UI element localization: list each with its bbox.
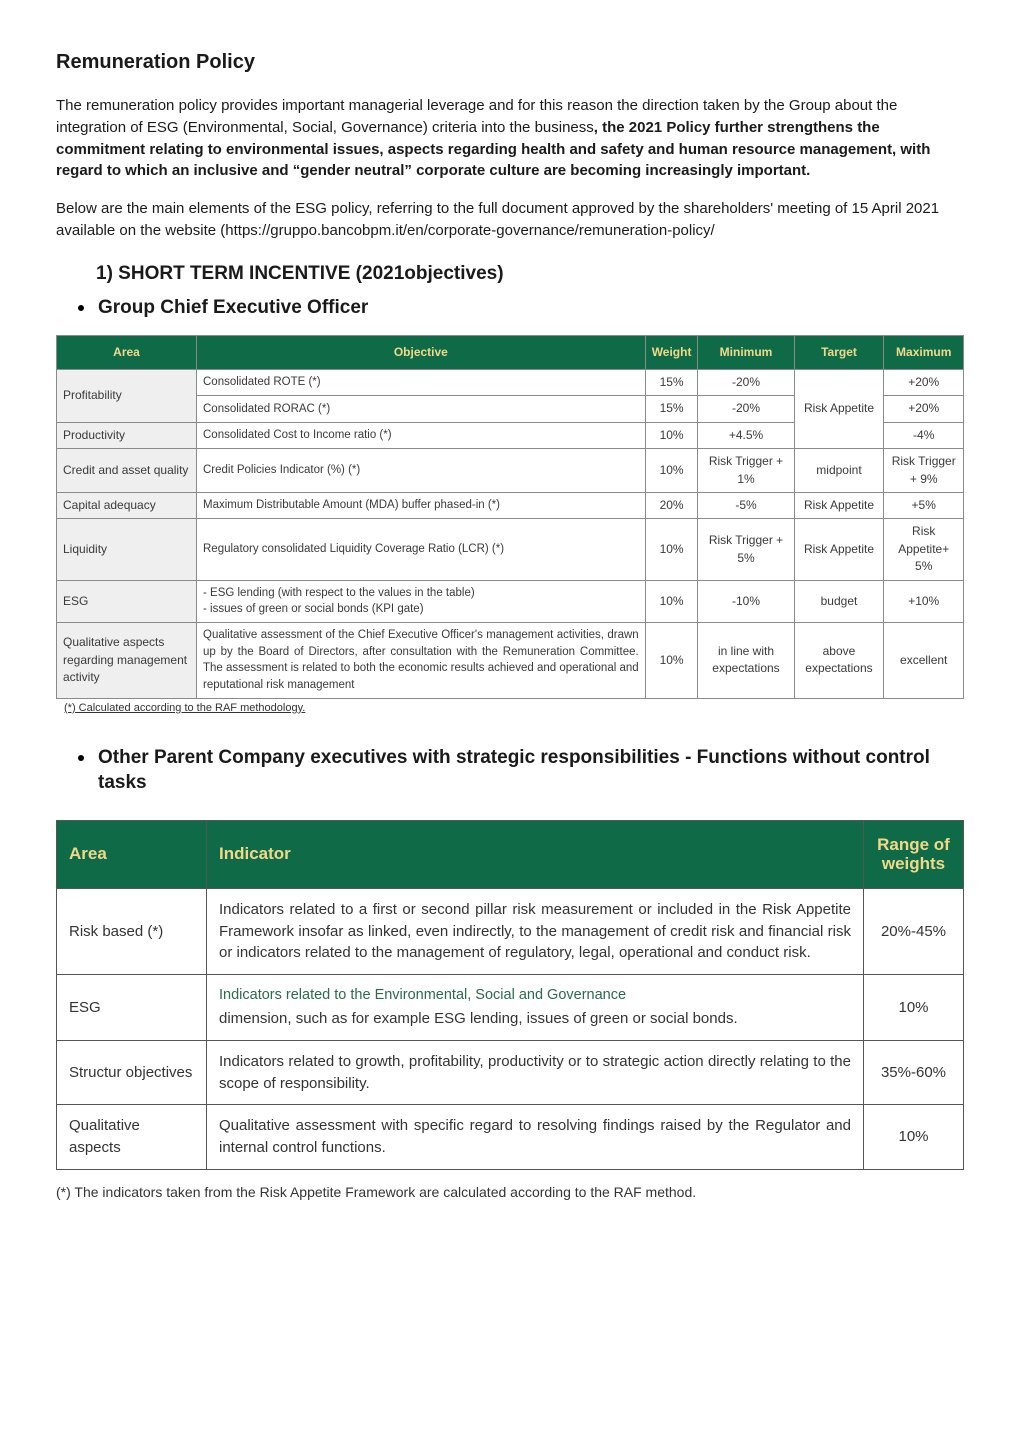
cell-area: Capital adequacy xyxy=(57,493,197,519)
cell-min: -5% xyxy=(698,493,794,519)
section-2-heading: Other Parent Company executives with str… xyxy=(98,745,964,796)
cell-objective: Consolidated ROTE (*) xyxy=(197,370,646,396)
cell-max: +20% xyxy=(884,396,964,422)
cell-max: +10% xyxy=(884,580,964,622)
cell-area: ESG xyxy=(57,975,207,1041)
cell-area: Productivity xyxy=(57,422,197,448)
executives-indicators-table: Area Indicator Range of weights Risk bas… xyxy=(56,820,964,1170)
section-1-sub: Group Chief Executive Officer xyxy=(98,295,368,321)
cell-area: Profitability xyxy=(57,370,197,423)
cell-objective: Maximum Distributable Amount (MDA) buffe… xyxy=(197,493,646,519)
table-row: ESG - ESG lending (with respect to the v… xyxy=(57,580,964,622)
esg-indicator-rest: dimension, such as for example ESG lendi… xyxy=(219,1010,738,1027)
cell-target: budget xyxy=(794,580,884,622)
cell-area: Qualitative aspects regarding management… xyxy=(57,622,197,698)
table1-footnote: (*) Calculated according to the RAF meth… xyxy=(64,701,964,717)
table-row: Risk based (*) Indicators related to a f… xyxy=(57,888,964,974)
cell-area: Credit and asset quality xyxy=(57,449,197,493)
cell-max: excellent xyxy=(884,622,964,698)
cell-weight: 10% xyxy=(645,422,698,448)
table-row: Qualitative aspects regarding management… xyxy=(57,622,964,698)
col-area: Area xyxy=(57,335,197,369)
cell-objective: Consolidated RORAC (*) xyxy=(197,396,646,422)
col-objective: Objective xyxy=(197,335,646,369)
col-range: Range of weights xyxy=(864,820,964,888)
table2-footnote: (*) The indicators taken from the Risk A… xyxy=(56,1182,964,1202)
col-minimum: Minimum xyxy=(698,335,794,369)
cell-min: -10% xyxy=(698,580,794,622)
cell-min: -20% xyxy=(698,370,794,396)
cell-target: midpoint xyxy=(794,449,884,493)
cell-max: +20% xyxy=(884,370,964,396)
cell-range: 10% xyxy=(864,1105,964,1170)
cell-max: Risk Appetite+ 5% xyxy=(884,519,964,580)
cell-area: Qualitative aspects xyxy=(57,1105,207,1170)
cell-min: +4.5% xyxy=(698,422,794,448)
bullet-icon xyxy=(78,755,84,761)
cell-min: in line with expectations xyxy=(698,622,794,698)
page-title: Remuneration Policy xyxy=(56,48,964,77)
cell-weight: 20% xyxy=(645,493,698,519)
cell-min: Risk Trigger + 1% xyxy=(698,449,794,493)
col-target: Target xyxy=(794,335,884,369)
cell-target: above expectations xyxy=(794,622,884,698)
cell-max: Risk Trigger + 9% xyxy=(884,449,964,493)
col-weight: Weight xyxy=(645,335,698,369)
col-area: Area xyxy=(57,820,207,888)
table-header-row: Area Objective Weight Minimum Target Max… xyxy=(57,335,964,369)
col-indicator: Indicator xyxy=(207,820,864,888)
intro-paragraph: The remuneration policy provides importa… xyxy=(56,95,964,182)
cell-objective: Consolidated Cost to Income ratio (*) xyxy=(197,422,646,448)
cell-target: Risk Appetite xyxy=(794,370,884,449)
cell-weight: 15% xyxy=(645,396,698,422)
table-header-row: Area Indicator Range of weights xyxy=(57,820,964,888)
cell-max: +5% xyxy=(884,493,964,519)
context-paragraph: Below are the main elements of the ESG p… xyxy=(56,198,964,242)
cell-indicator: Indicators related to a first or second … xyxy=(207,888,864,974)
cell-target: Risk Appetite xyxy=(794,493,884,519)
cell-area: ESG xyxy=(57,580,197,622)
cell-area: Risk based (*) xyxy=(57,888,207,974)
cell-max: -4% xyxy=(884,422,964,448)
cell-objective: - ESG lending (with respect to the value… xyxy=(197,580,646,622)
bullet-icon xyxy=(78,305,84,311)
cell-area: Liquidity xyxy=(57,519,197,580)
table-row: Credit and asset quality Credit Policies… xyxy=(57,449,964,493)
table-row: ESG Indicators related to the Environmen… xyxy=(57,975,964,1041)
cell-range: 35%-60% xyxy=(864,1040,964,1105)
col-maximum: Maximum xyxy=(884,335,964,369)
ceo-objectives-table: Area Objective Weight Minimum Target Max… xyxy=(56,335,964,699)
section-1-heading: 1) SHORT TERM INCENTIVE (2021objectives) xyxy=(96,260,964,288)
cell-area: Structur objectives xyxy=(57,1040,207,1105)
cell-weight: 10% xyxy=(645,580,698,622)
table-row: Structur objectives Indicators related t… xyxy=(57,1040,964,1105)
cell-objective: Regulatory consolidated Liquidity Covera… xyxy=(197,519,646,580)
cell-indicator: Indicators related to the Environmental,… xyxy=(207,975,864,1041)
cell-range: 20%-45% xyxy=(864,888,964,974)
cell-indicator: Qualitative assessment with specific reg… xyxy=(207,1105,864,1170)
cell-indicator: Indicators related to growth, profitabil… xyxy=(207,1040,864,1105)
cell-range: 10% xyxy=(864,975,964,1041)
table-row: Qualitative aspects Qualitative assessme… xyxy=(57,1105,964,1170)
cell-min: Risk Trigger + 5% xyxy=(698,519,794,580)
cell-target: Risk Appetite xyxy=(794,519,884,580)
cell-weight: 15% xyxy=(645,370,698,396)
table-row: Liquidity Regulatory consolidated Liquid… xyxy=(57,519,964,580)
table-row: Profitability Consolidated ROTE (*) 15% … xyxy=(57,370,964,396)
cell-objective: Credit Policies Indicator (%) (*) xyxy=(197,449,646,493)
esg-indicator-header: Indicators related to the Environmental,… xyxy=(219,985,851,1006)
cell-weight: 10% xyxy=(645,622,698,698)
cell-weight: 10% xyxy=(645,449,698,493)
table-row: Capital adequacy Maximum Distributable A… xyxy=(57,493,964,519)
cell-weight: 10% xyxy=(645,519,698,580)
cell-objective: Qualitative assessment of the Chief Exec… xyxy=(197,622,646,698)
cell-min: -20% xyxy=(698,396,794,422)
